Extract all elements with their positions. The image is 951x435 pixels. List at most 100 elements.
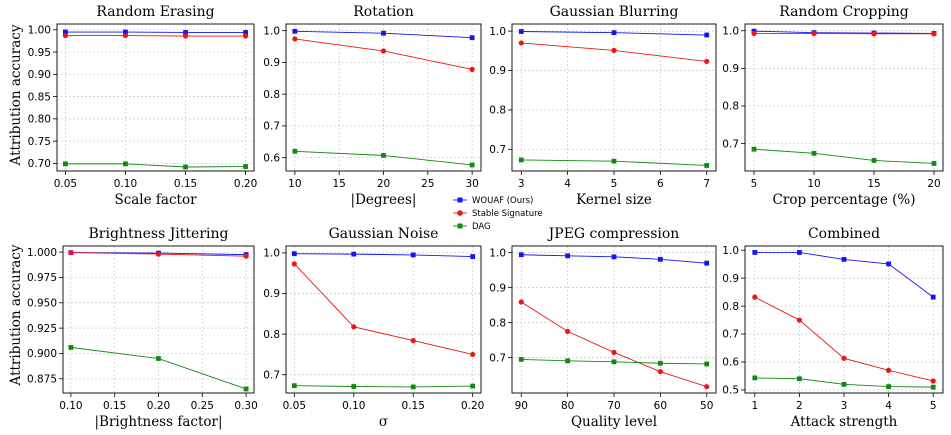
panel-jpeg-compression: 90 80 70 60 50 0.7 0.8 0.9 1.0 JPEG compression Qu… <box>489 226 717 430</box>
data-point-dag <box>410 384 416 390</box>
data-point-wouaf-ours <box>410 252 416 258</box>
x-tick-label: 0.25 <box>191 400 214 412</box>
data-point-dag <box>291 383 297 389</box>
data-point-dag <box>797 376 802 382</box>
y-tick-label: 0.5 <box>722 385 739 397</box>
data-point-dag <box>751 146 757 152</box>
data-point-dag <box>381 153 386 158</box>
y-tick-label: 0.9 <box>489 282 506 294</box>
data-point-wouaf-ours <box>123 29 128 35</box>
data-point-stable-signature <box>68 249 74 256</box>
y-tick-label: 0.8 <box>489 105 506 117</box>
x-tick-label: 5 <box>751 178 758 190</box>
data-point-stable-signature <box>871 31 877 37</box>
legend-label-dag: DAG <box>472 222 491 232</box>
data-point-wouaf-ours <box>704 32 710 38</box>
x-tick-label: 0.10 <box>114 178 137 190</box>
data-point-dag <box>351 384 357 389</box>
series-line-wouaf-ours <box>753 30 935 34</box>
panel-title: Gaussian Noise <box>329 226 439 242</box>
data-point-dag <box>565 358 571 364</box>
y-tick-label: 0.9 <box>722 63 739 75</box>
y-tick-label: 0.975 <box>27 272 57 284</box>
x-tick-label: 50 <box>700 400 713 412</box>
data-point-dag <box>931 161 937 166</box>
y-tick-label: 0.95 <box>28 47 51 59</box>
data-point-wouaf-ours <box>469 35 475 41</box>
data-point-stable-signature <box>470 351 476 358</box>
x-axis-label: Crop percentage (%) <box>773 192 916 208</box>
y-tick-label: 0.7 <box>489 144 506 156</box>
x-tick-label: 3 <box>518 178 525 190</box>
data-point-wouaf-ours <box>243 30 248 35</box>
y-tick-label: 1.000 <box>27 247 57 259</box>
panel-title: Combined <box>808 226 880 242</box>
data-point-wouaf-ours <box>565 253 571 259</box>
data-point-wouaf-ours <box>183 30 188 35</box>
plot-frame <box>744 23 944 172</box>
y-tick-label: 0.7 <box>722 329 739 341</box>
data-point-stable-signature <box>811 30 817 36</box>
data-point-stable-signature <box>885 367 892 373</box>
shared-ylabel-bottom: Attribution accuracy <box>8 244 24 386</box>
y-tick-label: 0.9 <box>263 288 280 300</box>
data-point-wouaf-ours <box>611 30 617 36</box>
x-tick-label: 4 <box>564 178 571 190</box>
panel-random-erasing: 0.05 0.10 0.15 0.20 0.70 0.75 0.80 0.85 0.90 0.95… <box>28 4 258 208</box>
legend-marker-wouaf <box>457 197 463 203</box>
data-point-wouaf-ours <box>886 261 891 267</box>
x-tick-label: 0.20 <box>147 400 170 412</box>
x-axis-label: |Brightness factor| <box>95 414 223 430</box>
data-point-stable-signature <box>751 30 757 36</box>
legend-entry-stable-signature: Stable Signature <box>453 209 543 219</box>
data-point-dag <box>704 361 710 367</box>
data-point-stable-signature <box>931 31 937 37</box>
x-tick-label: 0.20 <box>461 400 484 412</box>
y-tick-label: 1.0 <box>489 26 506 38</box>
data-point-dag <box>518 357 524 362</box>
data-point-wouaf-ours <box>657 256 663 262</box>
panels: 0.05 0.10 0.15 0.200.700.750.800.850.900.95… <box>27 4 944 430</box>
y-tick-label: 1.0 <box>263 248 280 260</box>
x-tick-label: 15 <box>332 178 345 190</box>
data-point-stable-signature <box>841 355 847 361</box>
x-tick-label: 15 <box>867 178 880 190</box>
data-point-stable-signature <box>243 253 249 259</box>
x-axis-label: Quality level <box>571 414 657 430</box>
data-point-dag <box>886 384 891 389</box>
panel-gaussian-blurring: 3 4 5 6 7 0.7 0.8 0.9 1.0 Gaussian Blurring Kernel… <box>489 4 717 208</box>
y-tick-label: 0.7 <box>489 352 506 364</box>
x-tick-label: 90 <box>515 400 528 412</box>
x-axis-label: Kernel size <box>576 192 652 208</box>
series-line-dag <box>65 163 246 168</box>
x-tick-label: 2 <box>796 400 803 412</box>
x-tick-label: 0.05 <box>283 400 306 412</box>
data-point-stable-signature <box>518 299 524 305</box>
data-point-wouaf-ours <box>611 254 617 260</box>
shared-ylabel-top: Attribution accuracy <box>8 24 24 166</box>
data-point-stable-signature <box>704 58 710 65</box>
data-point-dag <box>243 386 249 392</box>
x-tick-label: 10 <box>288 178 301 190</box>
data-point-wouaf-ours <box>930 294 936 300</box>
data-point-dag <box>811 150 817 156</box>
x-tick-label: 3 <box>841 400 848 412</box>
data-point-stable-signature <box>930 378 936 384</box>
data-point-stable-signature <box>565 328 571 334</box>
data-point-dag <box>657 360 663 366</box>
data-point-stable-signature <box>796 317 803 323</box>
legend-marker-stable-signature <box>457 210 463 216</box>
data-point-dag <box>68 344 74 350</box>
data-point-wouaf-ours <box>470 254 476 259</box>
data-point-wouaf-ours <box>351 251 357 257</box>
data-point-stable-signature <box>291 261 297 267</box>
y-tick-label: 0.9 <box>263 57 280 69</box>
panel-title: Rotation <box>353 4 414 20</box>
data-point-stable-signature <box>62 32 69 39</box>
x-tick-label: 20 <box>927 178 940 190</box>
data-point-dag <box>518 157 524 163</box>
panel-title: JPEG compression <box>547 226 680 242</box>
data-point-stable-signature <box>410 338 416 344</box>
data-point-dag <box>752 375 758 381</box>
x-tick-label: 0.30 <box>234 400 257 412</box>
